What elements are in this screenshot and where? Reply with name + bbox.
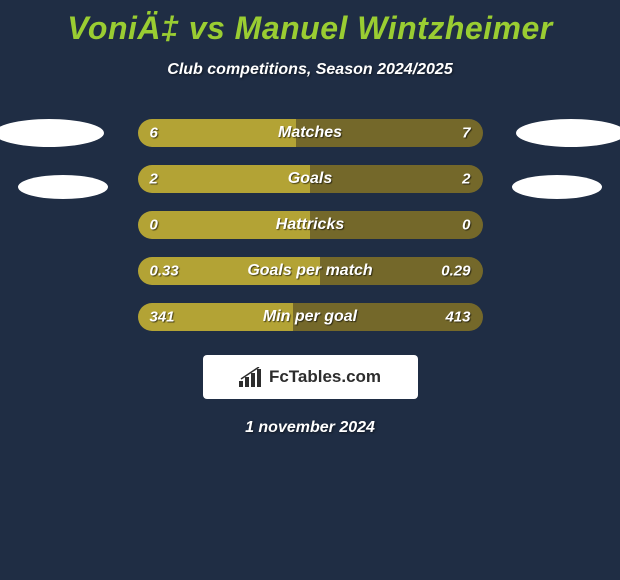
stat-bar-matches: 6 Matches 7 — [138, 119, 483, 147]
subtitle: Club competitions, Season 2024/2025 — [0, 61, 620, 79]
stat-bar-hattricks: 0 Hattricks 0 — [138, 211, 483, 239]
stat-label: Hattricks — [276, 216, 344, 234]
stat-value-right: 2 — [462, 171, 470, 188]
player-body-placeholder-right — [512, 175, 602, 199]
stat-value-right: 413 — [445, 309, 470, 326]
bar-left-fill — [138, 165, 311, 193]
bar-right-fill — [310, 165, 483, 193]
stat-label: Min per goal — [263, 308, 357, 326]
player-head-placeholder-left — [0, 119, 104, 147]
stat-bar-mpg: 341 Min per goal 413 — [138, 303, 483, 331]
stat-value-right: 0.29 — [441, 263, 470, 280]
stat-bars: 6 Matches 7 2 Goals 2 0 Hattricks 0 0.33… — [138, 119, 483, 331]
right-player-shapes — [510, 119, 620, 199]
left-player-shapes — [0, 119, 110, 199]
page-title: VoniÄ‡ vs Manuel Wintzheimer — [0, 0, 620, 47]
bar-chart-icon — [239, 367, 263, 387]
stat-label: Goals per match — [247, 262, 372, 280]
bar-left-fill — [138, 119, 297, 147]
stat-label: Matches — [278, 124, 342, 142]
stat-value-left: 2 — [150, 171, 158, 188]
stat-bar-goals: 2 Goals 2 — [138, 165, 483, 193]
stat-label: Goals — [288, 170, 332, 188]
player-body-placeholder-left — [18, 175, 108, 199]
player-head-placeholder-right — [516, 119, 620, 147]
stat-value-left: 0.33 — [150, 263, 179, 280]
comparison-panel: 6 Matches 7 2 Goals 2 0 Hattricks 0 0.33… — [0, 119, 620, 437]
stat-value-left: 341 — [150, 309, 175, 326]
stat-value-right: 7 — [462, 125, 470, 142]
stat-value-right: 0 — [462, 217, 470, 234]
stat-value-left: 0 — [150, 217, 158, 234]
logo-text: FcTables.com — [269, 367, 381, 387]
stat-value-left: 6 — [150, 125, 158, 142]
logo-box: FcTables.com — [203, 355, 418, 399]
date-text: 1 november 2024 — [0, 419, 620, 437]
stat-bar-gpm: 0.33 Goals per match 0.29 — [138, 257, 483, 285]
